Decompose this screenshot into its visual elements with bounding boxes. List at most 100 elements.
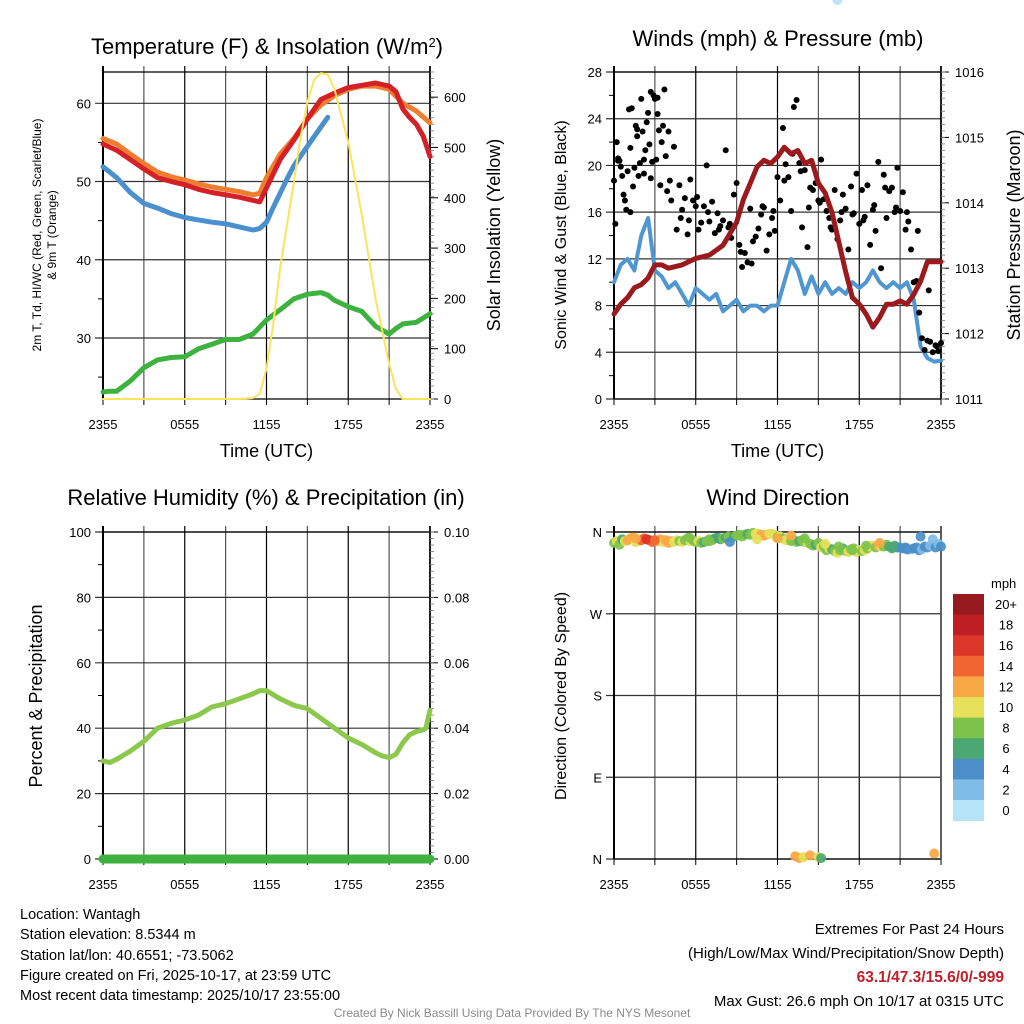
latlon-text: Station lat/lon: 40.6551; -73.5062 [20,947,234,964]
gust-point [673,226,680,233]
y2-axis-title: Station Pressure (Maroon) [1004,129,1024,340]
gust-point [894,164,901,171]
y2-tick-label: 1013 [955,261,984,276]
gust-point [831,186,838,193]
gust-point [748,260,755,267]
y2-tick-label: 200 [444,291,466,306]
gust-point [684,231,691,238]
gust-point [640,156,647,163]
colorbar-swatch [953,800,984,822]
extremes-values: 63.1/47.3/15.6/0/-999 [856,969,1004,986]
gust-point [809,186,816,193]
gust-point [749,238,756,245]
colorbar-swatch [953,676,984,698]
speed-colorbar: mph 20+ 18 16 14 12 10 8 6 4 2 0 [953,576,1017,822]
gust-point [827,224,834,231]
y-tick-label: 0 [595,392,602,407]
gust-point [880,171,887,178]
gust-point [687,176,694,183]
gust-point [639,128,646,135]
gust-point [842,205,849,212]
direction-point [820,538,831,549]
gust-point [617,163,624,170]
y-tick-label: 24 [588,112,602,127]
gust-point [676,182,683,189]
colorbar-label: 14 [999,659,1013,674]
y-tick-label: 12 [588,252,602,267]
gust-point [722,147,729,154]
y2-tick-label: 0.04 [444,721,469,736]
x-tick-label: 2355 [89,417,118,432]
gust-point [938,339,944,346]
x-tick-label: 2355 [416,877,445,892]
colorbar-label: 0 [1002,803,1009,818]
x-tick-label: 0555 [681,417,710,432]
gust-point [916,309,923,316]
direction-point [649,535,660,546]
y-tick-label: N [593,525,602,540]
location-text: Location: Wantagh [20,907,141,923]
y-tick-label: S [593,689,602,704]
gust-point [788,207,795,214]
gust-point [653,156,660,163]
gust-point [796,160,803,167]
direction-point [816,853,827,864]
y-tick-label: 8 [595,299,602,314]
latest-timestamp-text: Most recent data timestamp: 2025/10/17 2… [20,988,341,1005]
colorbar-swatch [953,655,984,677]
gust-point [905,218,912,225]
direction-point [805,850,816,861]
x-tick-label: 0555 [681,877,710,892]
gust-point [613,139,620,146]
gust-point [662,153,669,160]
gust-point [631,164,638,171]
gust-point [893,204,900,211]
gust-point [611,177,617,184]
series-station-pressure [611,144,944,330]
extremes-panel: Extremes For Past 24 Hours (High/Low/Max… [688,918,1004,1014]
gust-point [752,233,759,240]
direction-points [609,0,946,864]
x-tick-label: 1755 [334,417,363,432]
colorbar-label: 16 [999,638,1013,653]
y-tick-label: W [590,607,603,622]
gust-point [860,217,867,224]
y-tick-label: 20 [588,158,602,173]
gust-point [634,133,641,140]
direction-point [901,544,912,555]
gust-point [897,207,904,214]
gust-point [627,144,634,151]
gust-point [763,247,770,254]
gust-point [677,214,684,221]
gust-point [903,209,910,216]
y2-tick-label: 1016 [955,65,984,80]
gust-point [755,225,762,232]
gust-point [665,128,672,135]
gust-point [875,158,882,165]
title-superscript: 2 [428,35,435,50]
colorbar-swatch [953,635,984,657]
created-text: Figure created on Fri, 2025-10-17, at 23… [20,967,332,984]
gust-point [869,206,876,213]
direction-point [641,534,652,545]
colorbar-swatch [953,738,984,760]
gust-point [888,184,895,191]
colorbar-label: 2 [1002,782,1009,797]
direction-point [630,533,641,544]
chart-title: Wind Direction [706,485,849,510]
gust-point [747,205,754,212]
gust-point [681,195,688,202]
gust-point [640,170,647,177]
extremes-legend: (High/Low/Max Wind/Precipitation/Snow De… [688,945,1004,962]
panel-4: N W S E N 2355 0555 1155 1755 2355 mph 20+ 18 16 14 12 1… [553,0,1017,892]
gust-point [805,204,812,211]
gust-point [658,139,665,146]
gust-point [643,119,650,126]
gust-point [664,188,671,195]
gust-point [914,227,921,234]
gust-point [720,217,726,224]
x-tick-label: 2355 [600,877,629,892]
y-tick-label: 0 [84,852,91,867]
gust-point [624,168,631,175]
